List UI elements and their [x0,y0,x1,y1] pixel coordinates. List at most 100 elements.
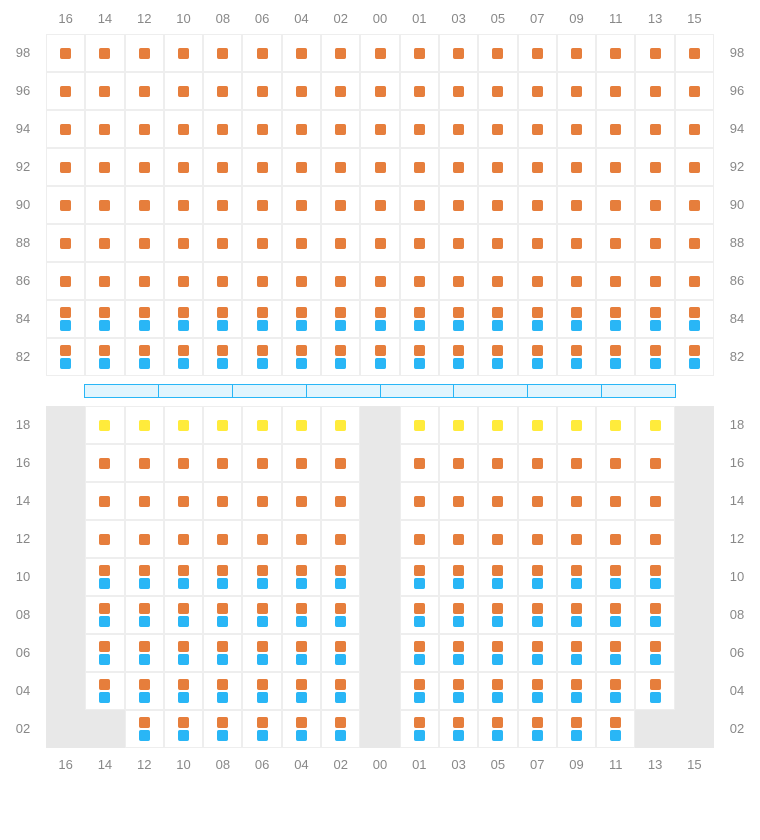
slot-cell[interactable] [321,710,360,748]
slot-cell[interactable] [242,710,281,748]
slot-cell[interactable] [242,482,281,520]
slot-cell[interactable] [439,634,478,672]
slot-cell[interactable] [400,224,439,262]
slot-cell[interactable] [400,482,439,520]
slot-cell[interactable] [400,72,439,110]
slot-cell[interactable] [203,520,242,558]
slot-cell[interactable] [518,262,557,300]
slot-cell[interactable] [85,262,124,300]
slot-cell[interactable] [321,338,360,376]
slot-cell[interactable] [557,186,596,224]
slot-cell[interactable] [203,186,242,224]
slot-cell[interactable] [557,558,596,596]
slot-cell[interactable] [164,110,203,148]
slot-cell[interactable] [439,300,478,338]
slot-cell[interactable] [282,186,321,224]
slot-cell[interactable] [518,672,557,710]
slot-cell[interactable] [635,148,674,186]
slot-cell[interactable] [675,72,714,110]
slot-cell[interactable] [596,110,635,148]
slot-cell[interactable] [164,710,203,748]
slot-cell[interactable] [203,338,242,376]
slot-cell[interactable] [400,110,439,148]
slot-cell[interactable] [635,634,674,672]
slot-cell[interactable] [282,72,321,110]
slot-cell[interactable] [478,710,517,748]
slot-cell[interactable] [400,672,439,710]
slot-cell[interactable] [557,596,596,634]
slot-cell[interactable] [203,672,242,710]
slot-cell[interactable] [518,224,557,262]
slot-cell[interactable] [164,634,203,672]
slot-cell[interactable] [125,634,164,672]
slot-cell[interactable] [46,72,85,110]
slot-cell[interactable] [400,596,439,634]
slot-cell[interactable] [400,710,439,748]
slot-cell[interactable] [85,406,124,444]
slot-cell[interactable] [557,520,596,558]
slot-cell[interactable] [635,444,674,482]
slot-cell[interactable] [478,482,517,520]
slot-cell[interactable] [125,558,164,596]
slot-cell[interactable] [125,338,164,376]
slot-cell[interactable] [478,558,517,596]
slot-cell[interactable] [242,634,281,672]
slot-cell[interactable] [125,520,164,558]
slot-cell[interactable] [85,558,124,596]
slot-cell[interactable] [321,300,360,338]
slot-cell[interactable] [203,224,242,262]
slot-cell[interactable] [439,520,478,558]
slot-cell[interactable] [203,148,242,186]
slot-cell[interactable] [400,444,439,482]
slot-cell[interactable] [400,406,439,444]
slot-cell[interactable] [321,34,360,72]
slot-cell[interactable] [400,186,439,224]
slot-cell[interactable] [85,224,124,262]
slot-cell[interactable] [439,186,478,224]
slot-cell[interactable] [203,34,242,72]
slot-cell[interactable] [596,406,635,444]
slot-cell[interactable] [321,520,360,558]
slot-cell[interactable] [675,300,714,338]
slot-cell[interactable] [242,34,281,72]
slot-cell[interactable] [400,558,439,596]
slot-cell[interactable] [321,186,360,224]
slot-cell[interactable] [635,672,674,710]
slot-cell[interactable] [164,406,203,444]
slot-cell[interactable] [203,300,242,338]
slot-cell[interactable] [478,34,517,72]
slot-cell[interactable] [439,710,478,748]
slot-cell[interactable] [675,110,714,148]
slot-cell[interactable] [282,710,321,748]
slot-cell[interactable] [125,444,164,482]
slot-cell[interactable] [164,672,203,710]
slot-cell[interactable] [321,596,360,634]
slot-cell[interactable] [46,300,85,338]
slot-cell[interactable] [282,224,321,262]
slot-cell[interactable] [46,110,85,148]
slot-cell[interactable] [203,634,242,672]
slot-cell[interactable] [635,406,674,444]
slot-cell[interactable] [85,300,124,338]
slot-cell[interactable] [242,672,281,710]
slot-cell[interactable] [46,338,85,376]
slot-cell[interactable] [635,34,674,72]
slot-cell[interactable] [439,262,478,300]
slot-cell[interactable] [85,672,124,710]
slot-cell[interactable] [518,148,557,186]
slot-cell[interactable] [321,406,360,444]
slot-cell[interactable] [439,72,478,110]
slot-cell[interactable] [478,406,517,444]
slot-cell[interactable] [242,72,281,110]
slot-cell[interactable] [596,444,635,482]
slot-cell[interactable] [400,634,439,672]
slot-cell[interactable] [321,482,360,520]
slot-cell[interactable] [125,300,164,338]
slot-cell[interactable] [557,672,596,710]
slot-cell[interactable] [282,520,321,558]
slot-cell[interactable] [282,558,321,596]
slot-cell[interactable] [635,224,674,262]
slot-cell[interactable] [242,520,281,558]
slot-cell[interactable] [282,338,321,376]
slot-cell[interactable] [478,672,517,710]
